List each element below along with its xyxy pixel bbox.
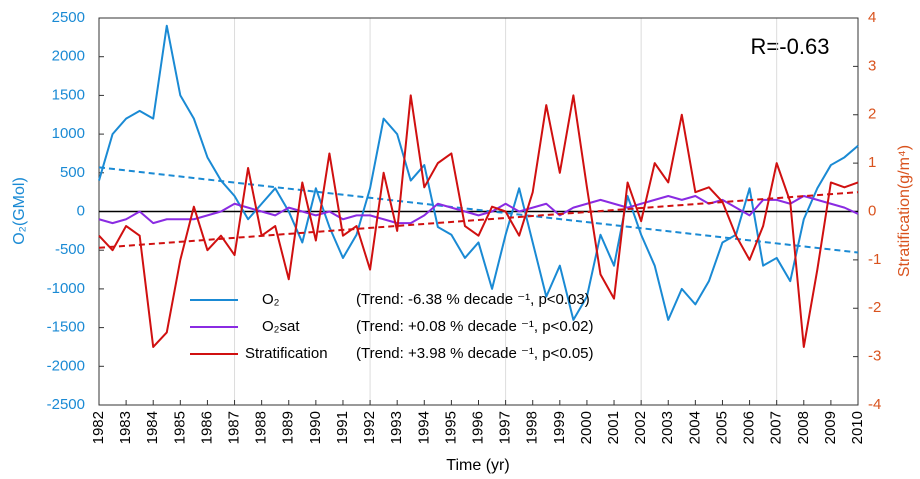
y2-tick-label: 2 xyxy=(868,106,876,123)
y-tick-label: 2000 xyxy=(52,48,85,65)
annotation: R=-0.63 xyxy=(751,34,830,59)
x-tick-label: 2004 xyxy=(686,411,703,444)
x-tick-label: 1989 xyxy=(280,411,297,444)
legend-trend: (Trend: +3.98 % decade ⁻¹, p<0.05) xyxy=(356,345,594,362)
x-tick-label: 1988 xyxy=(253,411,270,444)
y2-tick-label: 0 xyxy=(868,202,876,219)
y-tick-label: -2500 xyxy=(47,396,85,413)
legend-trend: (Trend: +0.08 % decade ⁻¹, p<0.02) xyxy=(356,318,594,335)
legend-trend: (Trend: -6.38 % decade ⁻¹, p<0.03) xyxy=(356,291,590,308)
x-tick-label: 2000 xyxy=(578,411,595,444)
legend-label: O₂ xyxy=(262,291,280,308)
x-tick-label: 2005 xyxy=(713,411,730,444)
x-tick-label: 1991 xyxy=(334,411,351,444)
x-tick-label: 1996 xyxy=(469,411,486,444)
y-tick-label: -2000 xyxy=(47,357,85,374)
x-tick-label: 1997 xyxy=(497,411,514,444)
x-tick-label: 1987 xyxy=(226,411,243,444)
x-axis-label: Time (yr) xyxy=(446,457,509,474)
y-tick-label: -1500 xyxy=(47,319,85,336)
y-tick-label: 500 xyxy=(60,164,85,181)
x-tick-label: 2002 xyxy=(632,411,649,444)
y2-tick-label: -1 xyxy=(868,251,881,268)
y-tick-label: -500 xyxy=(55,241,85,258)
y-tick-label: -1000 xyxy=(47,280,85,297)
x-tick-label: 1992 xyxy=(361,411,378,444)
y-tick-label: 2500 xyxy=(52,9,85,26)
trend-line xyxy=(98,191,859,249)
series-line xyxy=(98,94,859,348)
x-tick-label: 2008 xyxy=(795,411,812,444)
x-tick-label: 1995 xyxy=(442,411,459,444)
x-tick-label: 2009 xyxy=(822,411,839,444)
trend-line xyxy=(98,166,859,254)
y2-tick-label: 3 xyxy=(868,57,876,74)
legend-label: O₂sat xyxy=(262,318,300,335)
x-tick-label: 2007 xyxy=(768,411,785,444)
y-tick-label: 1500 xyxy=(52,86,85,103)
x-tick-label: 2010 xyxy=(849,411,866,444)
y-tick-label: 1000 xyxy=(52,125,85,142)
y2-tick-label: 1 xyxy=(868,154,876,171)
series-line xyxy=(98,195,859,225)
x-tick-label: 1994 xyxy=(415,411,432,444)
x-tick-label: 2006 xyxy=(741,411,758,444)
y2-axis-label: Stratification(g/m⁴) xyxy=(896,145,913,277)
x-tick-label: 1990 xyxy=(307,411,324,444)
y-axis-label: O₂(GMol) xyxy=(11,177,28,245)
x-tick-label: 1986 xyxy=(198,411,215,444)
x-tick-label: 1984 xyxy=(144,411,161,444)
y2-tick-label: -4 xyxy=(868,396,881,413)
x-tick-label: 1999 xyxy=(551,411,568,444)
x-tick-label: 2003 xyxy=(659,411,676,444)
x-tick-label: 2001 xyxy=(605,411,622,444)
legend-label: Stratification xyxy=(245,345,328,362)
x-tick-label: 1982 xyxy=(90,411,107,444)
y2-tick-label: -2 xyxy=(868,299,881,316)
y2-tick-label: -3 xyxy=(868,348,881,365)
y2-tick-label: 4 xyxy=(868,9,876,26)
series-line xyxy=(98,24,859,321)
x-tick-label: 1993 xyxy=(388,411,405,444)
x-tick-label: 1985 xyxy=(171,411,188,444)
x-tick-label: 1983 xyxy=(117,411,134,444)
y-tick-label: 0 xyxy=(77,202,85,219)
x-tick-label: 1998 xyxy=(524,411,541,444)
